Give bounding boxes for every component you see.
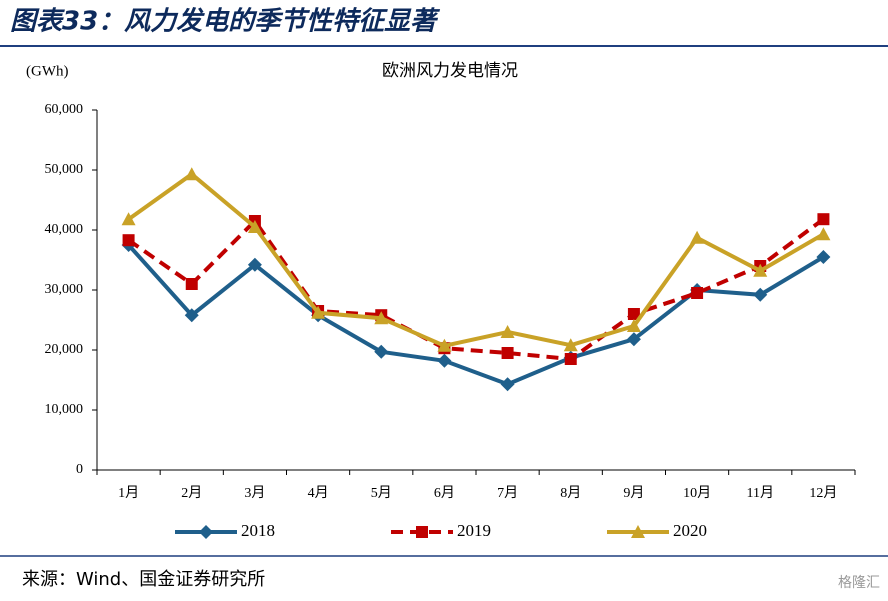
point [184, 308, 199, 323]
point [374, 311, 389, 325]
point [627, 308, 640, 320]
chart-title: 欧洲风力发电情况 [382, 61, 518, 80]
x-tick-label: 9月 [623, 485, 644, 501]
y-tick-label: 50,000 [45, 162, 84, 177]
x-tick-label: 8月 [560, 485, 581, 501]
x-tick-label: 4月 [308, 485, 329, 501]
point [816, 227, 831, 241]
y-tick-label: 20,000 [45, 342, 84, 357]
y-tick-label: 60,000 [45, 102, 84, 117]
x-tick-label: 12月 [809, 485, 837, 501]
x-tick-label: 10月 [683, 485, 711, 501]
point [311, 305, 326, 319]
point [500, 377, 515, 392]
y-tick-label: 0 [76, 462, 83, 477]
point [374, 344, 389, 359]
legend-label: 2018 [241, 521, 275, 540]
point [121, 212, 136, 226]
point [563, 338, 578, 352]
x-tick-label: 6月 [434, 485, 455, 501]
point [437, 353, 452, 368]
point [691, 287, 704, 299]
legend-label: 2020 [673, 521, 707, 540]
point [416, 526, 428, 538]
point [185, 278, 198, 290]
point [817, 213, 830, 226]
x-tick-label: 1月 [118, 485, 139, 501]
x-tick-label: 5月 [371, 485, 392, 501]
point [184, 167, 199, 181]
y-tick-label: 10,000 [45, 402, 84, 417]
point [816, 250, 831, 264]
x-tick-label: 7月 [497, 485, 518, 501]
source: 来源：Wind、国金证券研究所 [22, 569, 265, 590]
point [564, 353, 577, 365]
point [122, 234, 135, 247]
series-line [127, 243, 825, 387]
series-line [127, 171, 825, 348]
point [501, 347, 514, 359]
point [247, 220, 262, 233]
x-tick-label: 2月 [181, 485, 202, 501]
watermark: 格隆汇 [838, 575, 880, 591]
y-axis-unit: (GWh) [26, 63, 68, 79]
point [199, 525, 213, 539]
point [753, 263, 768, 277]
legend-label: 2019 [457, 521, 491, 540]
point [247, 257, 262, 272]
series-line [127, 217, 825, 362]
x-tick-label: 3月 [244, 485, 265, 501]
point [753, 287, 768, 302]
point [631, 525, 645, 538]
page-title: 图表33：风力发电的季节性特征显著 [10, 7, 440, 37]
x-tick-label: 11月 [747, 485, 774, 501]
y-tick-label: 30,000 [45, 282, 84, 297]
point [690, 230, 705, 244]
point [500, 325, 515, 338]
y-tick-label: 40,000 [45, 222, 84, 237]
point [437, 338, 452, 352]
point [626, 332, 641, 347]
point [626, 319, 641, 332]
